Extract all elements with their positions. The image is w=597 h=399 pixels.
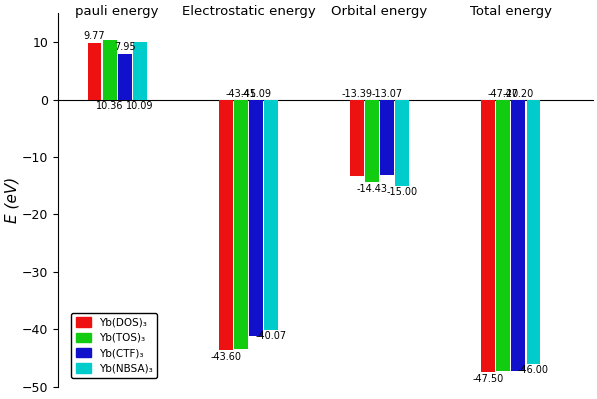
Text: -43.45: -43.45 — [225, 89, 257, 99]
Bar — [88, 43, 101, 100]
Text: Total energy: Total energy — [470, 5, 552, 18]
Bar — [380, 100, 394, 175]
Text: -47.20: -47.20 — [488, 89, 519, 99]
Bar — [219, 100, 233, 350]
Text: Orbital energy: Orbital energy — [331, 5, 427, 18]
Bar — [481, 100, 495, 373]
Bar — [496, 100, 510, 371]
Bar — [103, 40, 116, 100]
Bar — [234, 100, 248, 349]
Bar — [118, 54, 132, 100]
Text: -47.50: -47.50 — [473, 374, 504, 384]
Bar — [264, 100, 278, 330]
Bar — [512, 100, 525, 371]
Text: Electrostatic energy: Electrostatic energy — [181, 5, 315, 18]
Text: -41.09: -41.09 — [241, 89, 272, 99]
Text: 7.95: 7.95 — [114, 42, 136, 52]
Bar — [365, 100, 379, 182]
Bar — [527, 100, 540, 364]
Text: -43.60: -43.60 — [210, 352, 241, 361]
Y-axis label: E (eV): E (eV) — [4, 177, 19, 223]
Bar — [395, 100, 409, 186]
Text: -46.00: -46.00 — [518, 365, 549, 375]
Legend: Yb(DOS)₃, Yb(TOS)₃, Yb(CTF)₃, Yb(NBSA)₃: Yb(DOS)₃, Yb(TOS)₃, Yb(CTF)₃, Yb(NBSA)₃ — [72, 313, 158, 378]
Text: -13.39: -13.39 — [341, 89, 373, 99]
Text: 9.77: 9.77 — [84, 32, 106, 41]
Text: -15.00: -15.00 — [387, 188, 418, 198]
Text: -40.07: -40.07 — [256, 332, 287, 342]
Text: -47.20: -47.20 — [503, 89, 534, 99]
Bar — [249, 100, 263, 336]
Text: 10.36: 10.36 — [96, 101, 124, 111]
Bar — [133, 41, 147, 100]
Text: 10.09: 10.09 — [126, 101, 153, 111]
Text: -14.43: -14.43 — [356, 184, 387, 194]
Bar — [350, 100, 364, 176]
Text: -13.07: -13.07 — [371, 89, 403, 99]
Text: pauli energy: pauli energy — [75, 5, 159, 18]
